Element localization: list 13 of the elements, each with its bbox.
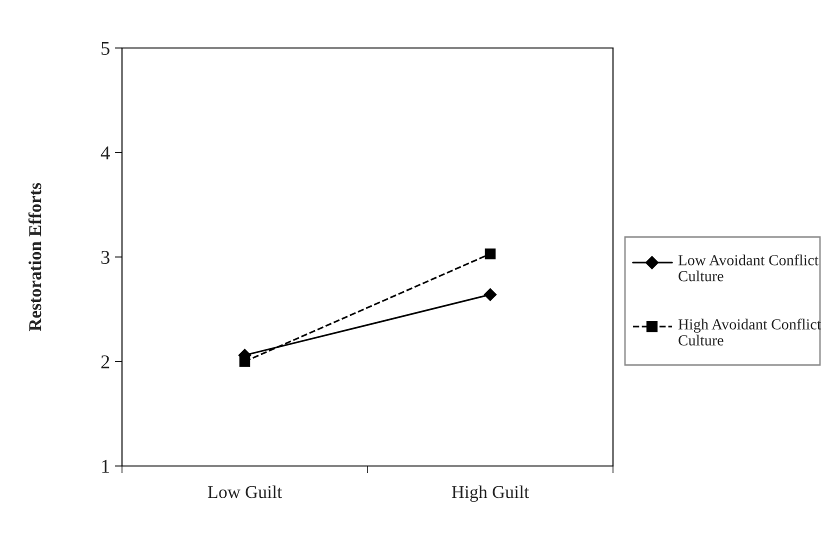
y-axis-title: Restoration Efforts	[28, 182, 42, 332]
point	[484, 288, 497, 302]
legend-label: High Avoidant Conflict Culture	[678, 318, 822, 346]
x-tick-label: High Guilt	[452, 485, 530, 502]
y-tick-label: 4	[100, 146, 110, 160]
y-tick-label: 5	[102, 42, 110, 55]
legend-label: Low Avoidant Conflict Culture	[678, 254, 819, 282]
x-tick-label: Low Guilt	[208, 485, 282, 498]
point	[239, 356, 250, 367]
point	[484, 248, 496, 260]
y-tick-label: 3	[101, 250, 110, 264]
y-tick-label: 1	[102, 460, 110, 473]
y-tick-label: 2	[101, 355, 110, 368]
